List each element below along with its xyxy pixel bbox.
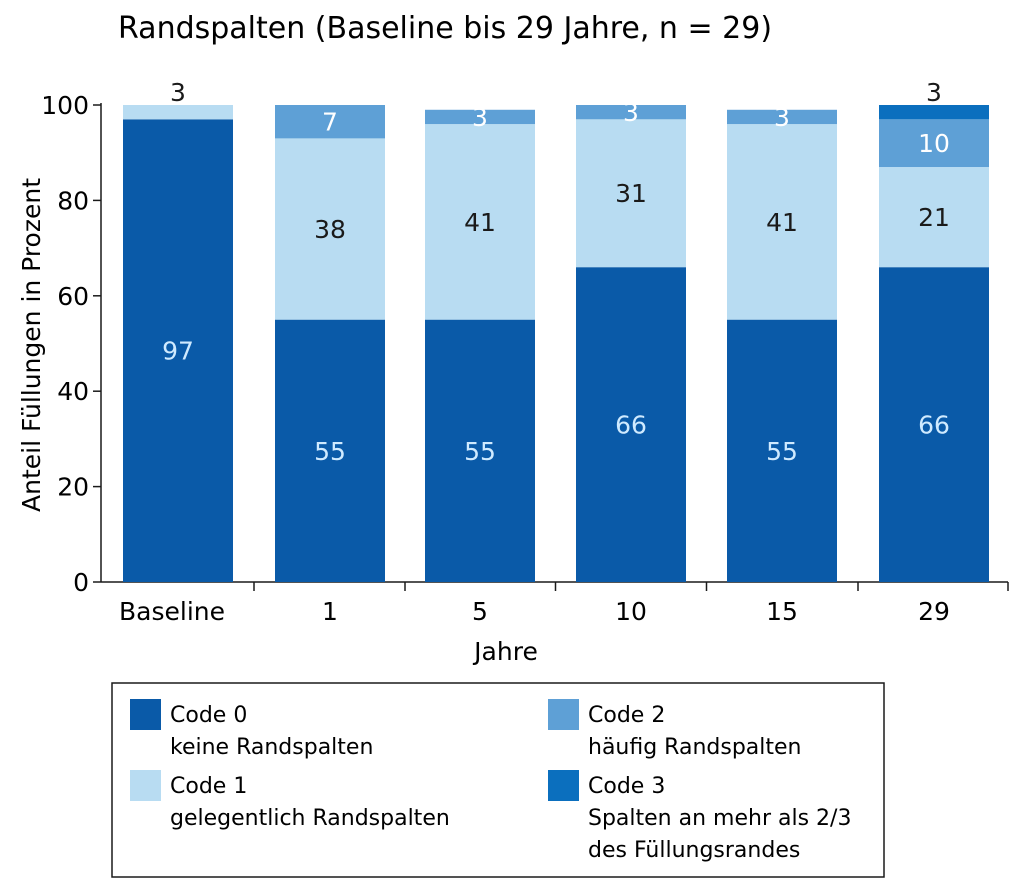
legend-entry-description: Spalten an mehr als 2/3 (588, 806, 851, 831)
legend-box (111, 682, 885, 878)
data-label: 55 (464, 437, 496, 466)
bar-segment-code-2 (425, 109, 535, 125)
bar-segment-code-1 (123, 105, 233, 120)
x-tick-label: 15 (766, 597, 798, 626)
data-label: 3 (926, 78, 942, 107)
legend-entry-description: häufig Randspalten (588, 735, 802, 760)
bar-segment-code-1 (879, 167, 989, 268)
x-tick-label: 10 (615, 597, 647, 626)
legend-entry-name: Code 1 (170, 774, 247, 799)
y-tick-label: 80 (57, 186, 89, 215)
x-tick-label: 29 (918, 597, 950, 626)
bar-segment-code-1 (275, 138, 385, 320)
bar-segment-code-1 (727, 124, 837, 320)
data-label: 66 (615, 411, 647, 440)
bar-segment-code-3 (879, 105, 989, 120)
legend-entry-description: gelegentlich Randspalten (170, 806, 450, 831)
legend-swatch (130, 699, 161, 730)
y-tick-label: 20 (57, 473, 89, 502)
legend-entry-name: Code 3 (588, 774, 665, 799)
bar-segment-code-1 (576, 119, 686, 268)
legend-entry-name: Code 2 (588, 703, 665, 728)
y-axis-label: Anteil Füllungen in Prozent (17, 178, 46, 512)
bar-segment-code-2 (727, 109, 837, 125)
legend-entry-name: Code 0 (170, 703, 247, 728)
data-label: 3 (774, 103, 790, 132)
data-label: 55 (766, 437, 798, 466)
x-axis-label: Jahre (472, 637, 538, 666)
legend-entry-description: keine Randspalten (170, 735, 373, 760)
bar-segment-code-2 (576, 105, 686, 120)
data-label: 3 (623, 98, 639, 127)
y-tick-label: 40 (57, 377, 89, 406)
data-label: 10 (918, 129, 950, 158)
x-tick-label: 5 (472, 597, 488, 626)
y-tick-label: 100 (41, 91, 89, 120)
bar-segment-code-2 (879, 119, 989, 168)
y-tick-label: 0 (73, 568, 89, 597)
data-label: 3 (472, 103, 488, 132)
data-label: 55 (314, 437, 346, 466)
x-tick-label: 1 (322, 597, 338, 626)
data-label: 7 (322, 108, 338, 137)
bar-segment-code-0 (879, 267, 989, 582)
bar-segment-code-1 (425, 124, 535, 320)
legend-entry-description: des Füllungsrandes (588, 838, 800, 863)
bar-segment-code-0 (727, 319, 837, 582)
data-label: 3 (170, 78, 186, 107)
legend-swatch (130, 770, 161, 801)
bar-segment-code-0 (576, 267, 686, 582)
bar-segment-code-0 (123, 119, 233, 582)
data-label: 41 (464, 208, 496, 237)
data-label: 38 (314, 215, 346, 244)
data-label: 41 (766, 208, 798, 237)
chart-title: Randspalten (Baseline bis 29 Jahre, n = … (118, 11, 772, 46)
data-label: 66 (918, 411, 950, 440)
data-label: 31 (615, 179, 647, 208)
x-tick-label: Baseline (119, 597, 225, 626)
bar-segment-code-0 (275, 319, 385, 582)
legend-swatch (548, 770, 579, 801)
y-tick-label: 60 (57, 282, 89, 311)
legend-swatch (548, 699, 579, 730)
bar-segment-code-0 (425, 319, 535, 582)
data-label: 97 (162, 337, 194, 366)
bar-segment-code-2 (275, 105, 385, 139)
data-label: 21 (918, 203, 950, 232)
